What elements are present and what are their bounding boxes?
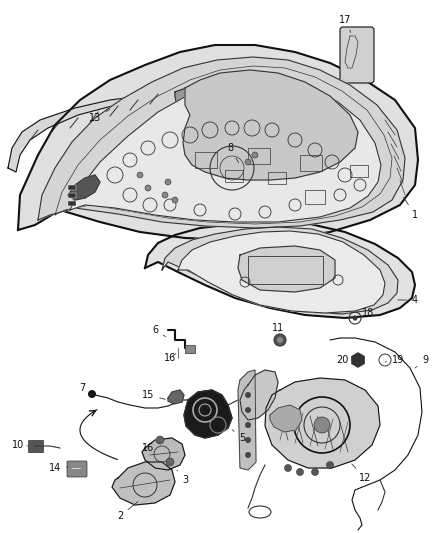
Circle shape <box>353 316 357 320</box>
Text: 12: 12 <box>352 464 371 483</box>
Circle shape <box>252 152 258 158</box>
Circle shape <box>172 197 178 203</box>
Text: 20: 20 <box>336 355 356 365</box>
Polygon shape <box>238 246 335 292</box>
Text: 14: 14 <box>49 463 68 473</box>
FancyBboxPatch shape <box>67 461 87 477</box>
Circle shape <box>245 407 251 413</box>
Polygon shape <box>352 353 364 367</box>
Text: 1: 1 <box>403 197 418 220</box>
Circle shape <box>162 192 168 198</box>
Text: 19: 19 <box>385 355 404 365</box>
Polygon shape <box>112 462 175 505</box>
Polygon shape <box>184 390 232 438</box>
Polygon shape <box>168 390 184 404</box>
Circle shape <box>145 185 151 191</box>
Circle shape <box>274 334 286 346</box>
Text: 8: 8 <box>227 143 239 163</box>
Bar <box>28 440 43 452</box>
Circle shape <box>245 437 251 443</box>
Text: 16: 16 <box>164 353 176 363</box>
Circle shape <box>165 179 171 185</box>
Circle shape <box>245 392 251 398</box>
Circle shape <box>245 452 251 458</box>
Text: 7: 7 <box>79 383 92 395</box>
Bar <box>305 190 325 204</box>
Text: 3: 3 <box>177 470 188 485</box>
Bar <box>350 165 368 177</box>
Bar <box>248 256 323 284</box>
Text: 2: 2 <box>117 502 138 521</box>
Polygon shape <box>18 45 418 240</box>
Polygon shape <box>145 222 415 318</box>
Bar <box>300 155 322 171</box>
Polygon shape <box>178 231 385 313</box>
Text: 11: 11 <box>272 323 284 333</box>
Polygon shape <box>183 70 358 180</box>
Polygon shape <box>162 227 398 314</box>
Circle shape <box>285 464 292 472</box>
Polygon shape <box>175 89 195 105</box>
Polygon shape <box>270 405 302 432</box>
Bar <box>195 152 217 168</box>
Text: 4: 4 <box>398 295 418 305</box>
Circle shape <box>245 422 251 428</box>
Bar <box>268 172 286 184</box>
Polygon shape <box>265 378 380 468</box>
Circle shape <box>166 458 174 466</box>
Bar <box>185 345 195 353</box>
Circle shape <box>297 469 304 475</box>
Circle shape <box>156 436 164 444</box>
Text: 16: 16 <box>142 442 160 453</box>
Bar <box>68 193 76 198</box>
Polygon shape <box>38 57 405 228</box>
Polygon shape <box>240 370 278 420</box>
Circle shape <box>277 337 283 343</box>
Bar <box>68 201 76 206</box>
Circle shape <box>311 469 318 475</box>
Polygon shape <box>70 76 381 222</box>
Circle shape <box>245 159 251 165</box>
Text: 10: 10 <box>12 440 28 450</box>
Circle shape <box>314 417 330 433</box>
Text: 9: 9 <box>415 355 428 368</box>
FancyBboxPatch shape <box>340 27 374 83</box>
Text: 6: 6 <box>152 325 166 336</box>
Polygon shape <box>8 92 180 172</box>
Text: 5: 5 <box>232 430 245 443</box>
Polygon shape <box>68 175 100 200</box>
Circle shape <box>326 462 333 469</box>
Bar <box>68 185 76 190</box>
Text: 13: 13 <box>89 109 110 123</box>
Bar <box>248 148 270 164</box>
Text: 15: 15 <box>142 390 165 400</box>
Circle shape <box>88 390 96 398</box>
Circle shape <box>137 172 143 178</box>
Text: 18: 18 <box>355 308 374 320</box>
Polygon shape <box>238 370 256 470</box>
Text: 17: 17 <box>339 15 351 33</box>
Polygon shape <box>142 438 185 470</box>
Bar <box>225 170 243 182</box>
